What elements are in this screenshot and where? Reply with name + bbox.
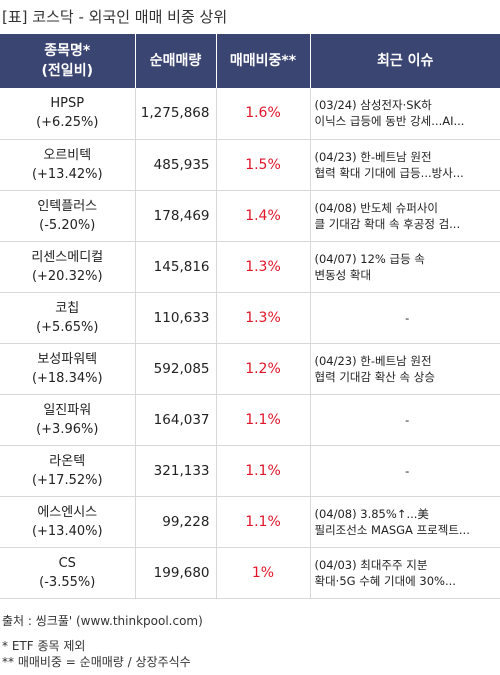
trade-ratio: 1.2% [216, 343, 311, 395]
table-row: 라온텍 (+17.52%) 321,133 1.1% - [0, 445, 500, 497]
stock-cell: 에스엔시스 (+13.40%) [0, 496, 136, 548]
stock-change: (-3.55%) [39, 574, 96, 590]
trade-ratio: 1.3% [216, 241, 311, 293]
header-name-line2: (전일비) [41, 63, 93, 79]
issue-line2: 이닉스 급등에 동반 강세...AI... [314, 114, 465, 129]
stock-cell: 라온텍 (+17.52%) [0, 445, 136, 497]
stock-name: 리센스메디컬 [31, 249, 104, 265]
trade-ratio: 1.1% [216, 394, 311, 446]
issue-line1: (04/23) 한-베트남 원전 [314, 149, 432, 164]
stock-change: (-5.20%) [39, 217, 96, 233]
stock-cell: 인텍플러스 (-5.20%) [0, 190, 136, 242]
recent-issue: - [310, 394, 500, 446]
issue-line1: (04/07) 12% 급등 속 [314, 251, 425, 266]
trade-ratio: 1.6% [216, 88, 311, 140]
header-recent-issue: 최근 이슈 [310, 34, 500, 88]
table-row: CS (-3.55%) 199,680 1% (04/03) 최대주주 지분 확대·5G … [0, 547, 500, 599]
recent-issue: (04/03) 최대주주 지분 확대·5G 수혜 기대에 30%... [310, 547, 500, 599]
stock-change: (+3.96%) [36, 421, 99, 437]
stock-change: (+13.42%) [31, 166, 103, 182]
recent-issue: (04/23) 한-베트남 원전 협력 확대 기대에 급등...방사... [310, 139, 500, 191]
table-row: 인텍플러스 (-5.20%) 178,469 1.4% (04/08) 반도체 슈퍼사이… [0, 190, 500, 242]
net-volume: 1,275,868 [135, 88, 217, 140]
issue-line2: 클 기대감 확대 속 후공정 검... [314, 216, 461, 231]
table-row: 일진파워 (+3.96%) 164,037 1.1% - [0, 394, 500, 446]
net-volume: 164,037 [135, 394, 217, 446]
recent-issue: (04/07) 12% 급등 속 변동성 확대 [310, 241, 500, 293]
table-row: 코칩 (+5.65%) 110,633 1.3% - [0, 292, 500, 344]
stock-cell: 코칩 (+5.65%) [0, 292, 136, 344]
net-volume: 99,228 [135, 496, 217, 548]
page-title: [표] 코스닥 - 외국인 매매 비중 상위 [2, 8, 228, 26]
net-volume: 321,133 [135, 445, 217, 497]
issue-empty: - [405, 463, 410, 478]
recent-issue: (04/08) 3.85%↑...美 필리조선소 MASGA 프로젝트... [310, 496, 500, 548]
net-volume: 199,680 [135, 547, 217, 599]
trade-ratio: 1% [216, 547, 311, 599]
stock-name: 일진파워 [43, 402, 92, 418]
stock-cell: CS (-3.55%) [0, 547, 136, 599]
recent-issue: - [310, 292, 500, 344]
issue-line2: 변동성 확대 [314, 267, 372, 282]
issue-empty: - [405, 412, 410, 427]
stock-name: CS [58, 555, 76, 571]
trade-ratio: 1.4% [216, 190, 311, 242]
table-row: 에스엔시스 (+13.40%) 99,228 1.1% (04/08) 3.85%↑..… [0, 496, 500, 548]
stock-change: (+6.25%) [36, 115, 99, 131]
stock-cell: 오르비텍 (+13.42%) [0, 139, 136, 191]
trade-ratio: 1.1% [216, 496, 311, 548]
stock-change: (+20.32%) [31, 268, 103, 284]
table-header-row: 종목명* (전일비) 순매매량 매매비중** 최근 이슈 [0, 34, 500, 88]
issue-line1: (04/23) 한-베트남 원전 [314, 353, 432, 368]
header-net-volume: 순매매량 [135, 34, 217, 88]
foreign-trading-table: 종목명* (전일비) 순매매량 매매비중** 최근 이슈 HPSP (+6.25%… [0, 34, 500, 599]
header-trade-ratio: 매매비중** [216, 34, 311, 88]
stock-cell: 보성파워텍 (+18.34%) [0, 343, 136, 395]
stock-change: (+13.40%) [31, 523, 103, 539]
stock-name: 코칩 [55, 300, 80, 316]
issue-line1: (04/08) 반도체 슈퍼사이 [314, 200, 439, 215]
issue-empty: - [405, 310, 410, 325]
stock-name: 에스엔시스 [37, 504, 98, 520]
issue-line2: 협력 확대 기대에 급등...방사... [314, 165, 464, 180]
net-volume: 485,935 [135, 139, 217, 191]
net-volume: 592,085 [135, 343, 217, 395]
header-name-line1: 종목명* [44, 43, 91, 59]
issue-line1: (04/08) 3.85%↑...美 [314, 506, 429, 521]
table-row: HPSP (+6.25%) 1,275,868 1.6% (03/24) 삼성전자·SK… [0, 88, 500, 140]
source-note: 출처 : 씽크풀' (www.thinkpool.com) [2, 614, 203, 628]
stock-cell: 리센스메디컬 (+20.32%) [0, 241, 136, 293]
stock-change: (+17.52%) [31, 472, 103, 488]
trade-ratio: 1.5% [216, 139, 311, 191]
recent-issue: (04/08) 반도체 슈퍼사이 클 기대감 확대 속 후공정 검... [310, 190, 500, 242]
issue-line1: (04/03) 최대주주 지분 [314, 557, 428, 572]
issue-line1: (03/24) 삼성전자·SK하 [314, 98, 432, 113]
header-stock-name: 종목명* (전일비) [0, 34, 136, 88]
stock-name: 인텍플러스 [37, 198, 98, 214]
table-row: 리센스메디컬 (+20.32%) 145,816 1.3% (04/07) 12% 급등… [0, 241, 500, 293]
stock-name: 라온텍 [49, 453, 86, 469]
stock-change: (+5.65%) [36, 319, 99, 335]
table-row: 오르비텍 (+13.42%) 485,935 1.5% (04/23) 한-베트남 원전… [0, 139, 500, 191]
stock-cell: 일진파워 (+3.96%) [0, 394, 136, 446]
net-volume: 145,816 [135, 241, 217, 293]
stock-cell: HPSP (+6.25%) [0, 88, 136, 140]
issue-line2: 확대·5G 수혜 기대에 30%... [314, 573, 456, 588]
stock-name: 오르비텍 [43, 147, 92, 163]
footnote-etf: * ETF 종목 제외 [2, 639, 86, 653]
footnote-ratio-formula: ** 매매비중 = 순매매량 / 상장주식수 [2, 655, 191, 669]
issue-line2: 필리조선소 MASGA 프로젝트... [314, 522, 470, 537]
recent-issue: (03/24) 삼성전자·SK하 이닉스 급등에 동반 강세...AI... [310, 88, 500, 140]
stock-name: 보성파워텍 [37, 351, 98, 367]
table-row: 보성파워텍 (+18.34%) 592,085 1.2% (04/23) 한-베트남 원… [0, 343, 500, 395]
trade-ratio: 1.1% [216, 445, 311, 497]
stock-change: (+18.34%) [31, 370, 103, 386]
net-volume: 110,633 [135, 292, 217, 344]
recent-issue: (04/23) 한-베트남 원전 협력 기대감 확산 속 상승 [310, 343, 500, 395]
issue-line2: 협력 기대감 확산 속 상승 [314, 369, 435, 384]
trade-ratio: 1.3% [216, 292, 311, 344]
recent-issue: - [310, 445, 500, 497]
stock-name: HPSP [50, 96, 85, 112]
net-volume: 178,469 [135, 190, 217, 242]
